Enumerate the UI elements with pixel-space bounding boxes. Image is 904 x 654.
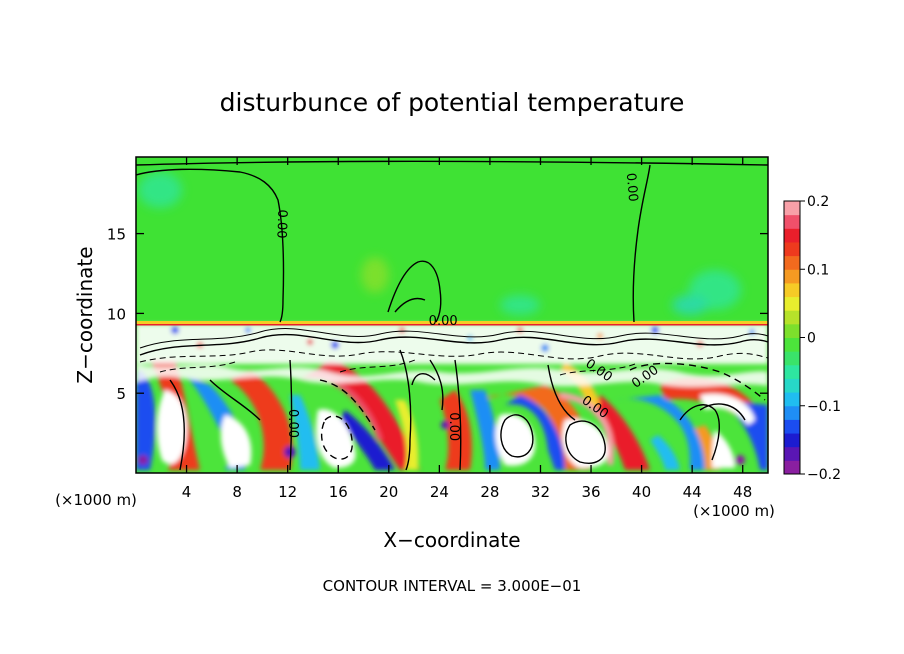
colorbar-segment xyxy=(784,323,800,338)
colorbar-segment xyxy=(784,282,800,298)
contour-label: 0.00 xyxy=(429,314,458,329)
colorbar-segment xyxy=(784,228,800,243)
colorbar-segment xyxy=(784,310,800,325)
colorbar-segment xyxy=(784,337,800,352)
colorbar-segment xyxy=(784,433,800,448)
colorbar-segment xyxy=(784,419,800,434)
x-tick-label: 8 xyxy=(232,483,242,501)
contour-lines xyxy=(136,160,768,471)
colorbar-segment xyxy=(784,201,800,216)
colorbar-segment xyxy=(784,296,800,311)
x-tick-label: 4 xyxy=(182,483,192,501)
colorbar-segment xyxy=(784,269,800,284)
colorbar-segment xyxy=(784,405,800,420)
x-tick-label: 16 xyxy=(329,483,348,501)
x-tick-label: 24 xyxy=(430,483,449,501)
x-tick-label: 20 xyxy=(379,483,398,501)
contour-label: 0.00 xyxy=(446,412,461,441)
y-tick-label: 5 xyxy=(116,385,126,403)
colorbar-segment xyxy=(784,214,800,229)
x-tick-label: 40 xyxy=(632,483,651,501)
upper-layer-field xyxy=(136,157,768,325)
lower-layer-structures xyxy=(136,324,768,470)
contour-interval-note: CONTOUR INTERVAL = 3.000E−01 xyxy=(323,577,582,595)
x-tick-label: 48 xyxy=(733,483,752,501)
x-tick-label: 32 xyxy=(531,483,550,501)
y-tick-label: 10 xyxy=(107,305,126,323)
y-axis-label: Z−coordinate xyxy=(73,246,97,383)
x-axis-label: X−coordinate xyxy=(383,528,520,552)
x-tick-label: 28 xyxy=(480,483,499,501)
colorbar-tick-label: −0.1 xyxy=(807,399,841,415)
colorbar-segment xyxy=(784,241,800,257)
colorbar-tick-label: 0.2 xyxy=(807,194,829,210)
x-axis: 4 8 12 16 20 24 28 32 36 40 44 48 xyxy=(182,157,752,501)
x-axis-unit-left: (×1000 m) xyxy=(55,491,137,509)
colorbar-segment xyxy=(784,460,800,475)
colorbar-segment xyxy=(784,351,800,366)
colorbar-segment xyxy=(784,378,800,393)
colorbar-ticks: 0.2 0.1 0 −0.1 −0.2 xyxy=(800,194,841,483)
colorbar-tick-label: 0.1 xyxy=(807,262,829,278)
x-tick-label: 44 xyxy=(683,483,702,501)
colorbar-tick-label: −0.2 xyxy=(807,467,841,483)
contour-label: 0.00 xyxy=(285,409,300,438)
x-axis-unit-right: (×1000 m) xyxy=(693,502,775,520)
y-axis: 5 10 15 xyxy=(107,226,768,403)
colorbar-segment xyxy=(784,392,800,407)
x-tick-label: 12 xyxy=(278,483,297,501)
colorbar-segment xyxy=(784,364,800,379)
colorbar-segment xyxy=(784,446,800,461)
colorbar xyxy=(783,200,801,475)
colorbar-segment xyxy=(784,255,800,270)
chart-title: disturbunce of potential temperature xyxy=(220,88,685,117)
x-tick-label: 36 xyxy=(581,483,600,501)
plot-area: 0.000.000.000.00 0.000.000.000.00 xyxy=(136,157,768,473)
layer-boundary xyxy=(136,321,768,324)
colorbar-tick-label: 0 xyxy=(807,331,816,347)
contour-label: 0.00 xyxy=(273,209,289,238)
upper-layer-patches xyxy=(138,172,741,315)
plot-frame xyxy=(135,156,769,474)
y-tick-label: 15 xyxy=(107,226,126,244)
contour-label: 0.00 xyxy=(623,172,640,202)
